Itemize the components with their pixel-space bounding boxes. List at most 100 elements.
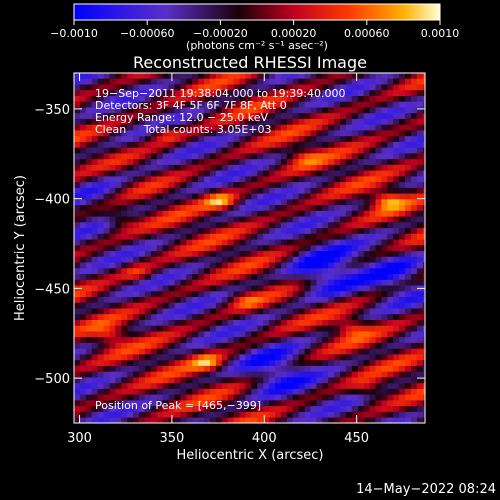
heatmap-cell <box>328 268 335 275</box>
heatmap-cell <box>204 130 211 137</box>
heatmap-cell <box>304 228 311 235</box>
heatmap-cell <box>233 78 240 86</box>
heatmap-cell <box>263 118 270 126</box>
heatmap-cell <box>127 268 134 275</box>
heatmap-cell <box>121 199 128 206</box>
heatmap-cell <box>363 153 371 160</box>
heatmap-cell <box>286 297 294 304</box>
heatmap-cell <box>345 193 353 200</box>
heatmap-cell <box>85 406 93 413</box>
heatmap-cell <box>74 297 81 304</box>
heatmap-cell <box>103 406 110 413</box>
heatmap-cell <box>334 228 341 235</box>
heatmap-cell <box>150 199 158 206</box>
heatmap-cell <box>286 73 294 80</box>
heatmap-cell <box>387 342 394 350</box>
heatmap-cell <box>204 354 211 361</box>
heatmap-cell <box>429 257 435 263</box>
heatmap-cell <box>115 377 122 384</box>
heatmap-cell <box>74 268 81 275</box>
heatmap-cell <box>345 262 353 269</box>
heatmap-cell <box>429 113 435 119</box>
heatmap-cell <box>363 73 371 80</box>
heatmap-cell <box>97 279 104 287</box>
heatmap-cell <box>298 164 305 172</box>
heatmap-cell <box>174 222 181 229</box>
heatmap-cell <box>74 222 81 229</box>
heatmap-cell <box>180 297 187 304</box>
heatmap-cell <box>405 354 412 361</box>
heatmap-cell <box>280 130 288 137</box>
heatmap-cell <box>180 251 187 258</box>
heatmap-cell <box>150 394 158 401</box>
heatmap-cell <box>275 394 282 401</box>
heatmap-cell <box>369 291 376 298</box>
heatmap-cell <box>411 73 418 80</box>
heatmap-cell <box>345 331 353 338</box>
heatmap-cell <box>340 90 347 97</box>
heatmap-cell <box>251 233 258 241</box>
heatmap-cell <box>416 411 424 419</box>
heatmap-cell <box>227 90 235 97</box>
heatmap-cell <box>210 388 217 396</box>
heatmap-cell <box>399 342 406 350</box>
heatmap-cell <box>163 423 169 429</box>
heatmap-cell <box>416 354 424 361</box>
heatmap-cell <box>310 78 317 86</box>
heatmap-cell <box>422 348 425 356</box>
heatmap-cell <box>109 342 116 350</box>
heatmap-cell <box>310 187 317 195</box>
heatmap-cell <box>144 130 152 137</box>
heatmap-cell <box>227 394 235 401</box>
heatmap-cell <box>91 314 99 321</box>
heatmap-cell <box>275 153 282 160</box>
heatmap-cell <box>103 205 110 212</box>
heatmap-cell <box>85 228 93 235</box>
heatmap-cell <box>74 199 81 206</box>
heatmap-cell <box>210 73 217 80</box>
heatmap-cell <box>227 268 235 275</box>
heatmap-cell <box>245 113 252 120</box>
heatmap-cell <box>375 193 382 200</box>
heatmap-cell <box>198 141 205 149</box>
heatmap-cell <box>405 153 412 160</box>
heatmap-cell <box>351 130 359 137</box>
heatmap-cell <box>239 394 246 401</box>
heatmap-cell <box>387 176 394 183</box>
heatmap-cell <box>227 291 235 298</box>
heatmap-cell <box>192 274 199 281</box>
heatmap-cell <box>150 233 158 241</box>
heatmap-cell <box>245 141 252 149</box>
heatmap-cell <box>139 256 146 264</box>
heatmap-cell <box>328 256 335 264</box>
heatmap-cell <box>393 320 400 327</box>
heatmap-cell <box>186 205 193 212</box>
heatmap-cell <box>245 394 252 401</box>
heatmap-cell <box>186 354 193 361</box>
heatmap-cell <box>322 308 329 315</box>
y-tick-label: −500 <box>34 372 70 387</box>
heatmap-cell <box>280 239 288 246</box>
heatmap-cell <box>357 406 365 413</box>
heatmap-cell <box>239 147 246 155</box>
heatmap-cell <box>85 383 93 390</box>
heatmap-cell <box>399 394 406 401</box>
heatmap-cell <box>304 96 311 103</box>
heatmap-cell <box>85 348 93 356</box>
heatmap-cell <box>198 101 205 109</box>
heatmap-cell <box>280 279 288 287</box>
heatmap-cell <box>103 193 110 200</box>
heatmap-cell <box>316 354 323 361</box>
heatmap-cell <box>121 205 128 212</box>
heatmap-cell <box>351 256 359 264</box>
heatmap-cell <box>121 251 128 258</box>
heatmap-cell <box>180 314 187 321</box>
heatmap-cell <box>375 113 382 120</box>
heatmap-cell <box>115 164 122 172</box>
heatmap-cell <box>340 107 347 114</box>
heatmap-cell <box>411 176 418 183</box>
heatmap-cell <box>162 291 170 298</box>
heatmap-cell <box>387 159 394 166</box>
heatmap-cell <box>109 216 116 223</box>
heatmap-cell <box>328 199 335 206</box>
